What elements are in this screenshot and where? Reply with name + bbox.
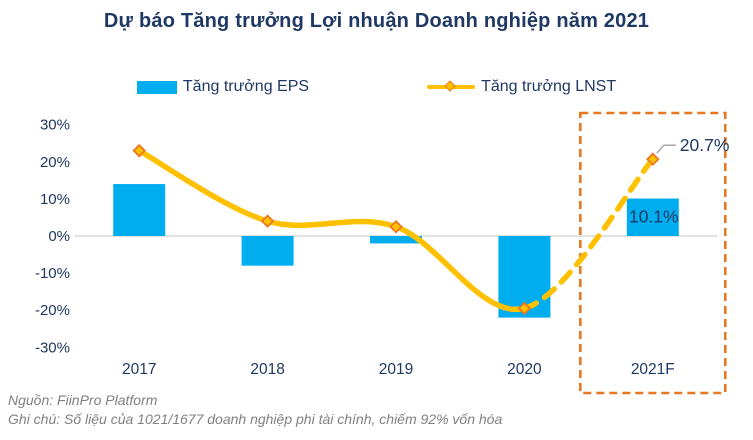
eps-bar [626,198,679,236]
eps-bar [370,236,422,244]
annotation-leader-line [656,144,676,154]
legend-label-lnst: Tăng trưởng LNST [481,78,617,95]
legend-label-eps: Tăng trưởng EPS [182,78,310,95]
y-axis-tick-label: 30% [40,117,70,134]
y-axis-tick-label: 20% [40,154,70,171]
lnst-line-swatch-icon [427,80,476,93]
legend-item-lnst: Tăng trưởng LNST [427,78,616,96]
x-axis-tick-label: 2017 [122,361,156,378]
eps-bar-swatch-icon [136,80,177,94]
forecast-highlight-box [578,111,727,395]
lnst-diamond-marker [517,301,532,316]
y-axis-tick-label: 0% [48,228,70,245]
legend-item-eps: Tăng trưởng EPS [136,78,310,96]
eps-bar [113,184,166,236]
x-axis-tick-label: 2019 [379,361,413,378]
lnst-diamond-marker [389,219,403,234]
lnst-diamond-marker [646,152,660,166]
lnst-line-solid [136,147,528,313]
lnst-diamond-marker [132,143,146,158]
chart-title: Dự báo Tăng trưởng Lợi nhuận Doanh nghiệ… [103,10,650,32]
eps-value-label: 10.1% [629,207,679,227]
lnst-line-dashed-forecast [521,156,656,312]
y-axis-tick-label: -30% [35,339,70,356]
lnst-value-label: 20.7% [680,135,730,155]
x-axis-tick-label: 2021F [631,361,675,378]
y-axis-tick-label: -20% [35,302,70,319]
y-axis-tick-label: -10% [35,265,70,282]
x-axis-tick-label: 2018 [250,361,284,378]
source-note: Nguồn: FiinPro Platform [8,392,158,408]
x-axis-tick-label: 2020 [507,361,542,378]
y-axis-tick-label: 10% [40,191,70,208]
chart-footer: Nguồn: FiinPro Platform Ghi chú: Số liệu… [8,391,748,429]
combo-chart-plot: 30% 20% 10% 0% -10% -20% -30% 20.7% 10.1% 2017 201… [35,111,730,395]
data-note: Ghi chú: Số liệu của 1021/1677 doanh ngh… [8,411,503,427]
eps-bar [241,236,294,266]
lnst-diamond-marker [260,214,275,228]
chart-legend: Tăng trưởng EPS Tăng trưởng LNST [0,78,753,96]
